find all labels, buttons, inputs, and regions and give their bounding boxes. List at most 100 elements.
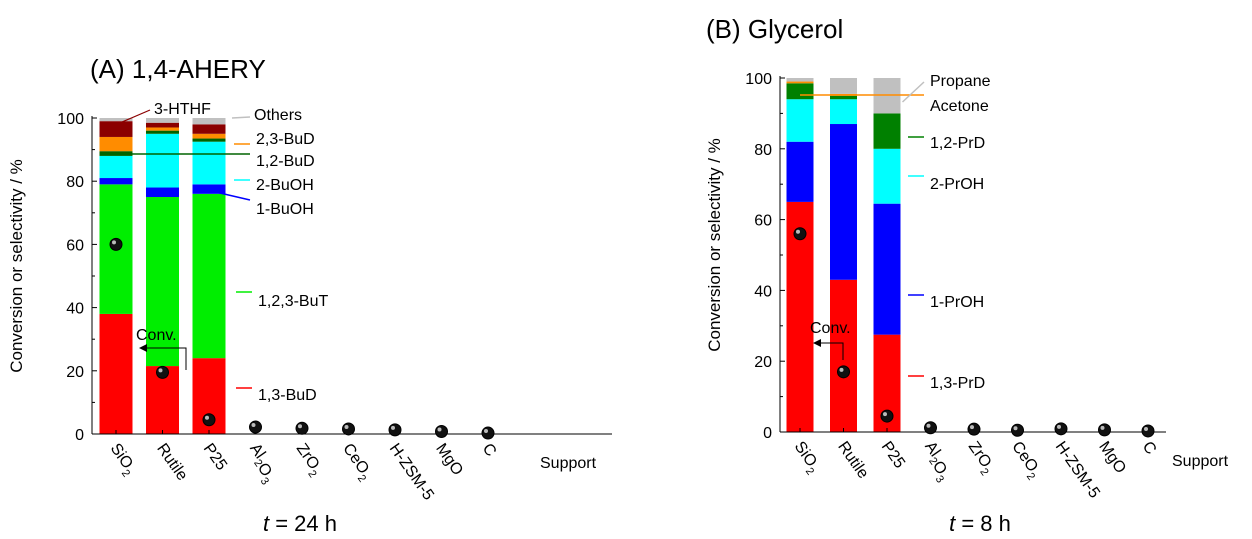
x-category-label-part: P25 [200,441,230,474]
legend-label-acetone: Acetone [930,98,989,115]
bar-segment-2-proh [830,99,857,125]
bar-segment-2-3-bud [99,136,133,152]
legend-label-1-3-prd: 1,3-PrD [930,375,985,392]
bar-segment-1-3-bud [99,313,133,434]
x-axis-end-label: Support [540,455,597,472]
x-category-label-part: Rutile [153,441,190,484]
y-tick-label: 40 [754,283,772,300]
x-category-label-part: ZrO [965,439,995,471]
conversion-point [156,365,169,379]
y-axis-label: Conversion or selectivity / % [7,159,26,373]
panel-title: (A) 1,4-AHERY [90,54,266,84]
conversion-point-highlight [391,425,395,430]
bar-segment-2-3-bud [146,127,179,131]
bar-segment-2-buoh [99,155,133,179]
conversion-point [249,420,262,434]
x-category-label-subscript: 3 [933,473,946,485]
panel-a-chart: (A) 1,4-AHERY Conversion or selectivity /… [7,54,612,536]
x-category-label: SiO2 [787,439,823,478]
bar-segment-propane [830,78,857,94]
x-category-label-part: P25 [878,439,908,472]
y-tick-label: 40 [66,301,84,318]
x-category-label-subscript: 2 [251,457,264,469]
conversion-point [880,409,894,423]
conversion-arrowhead [139,344,147,352]
x-axis-end-label: Support [1172,453,1229,470]
conversion-point [435,424,448,438]
legend-label-1-buoh: 1-BuOH [256,201,314,218]
y-tick-label: 0 [763,425,772,442]
x-category-label-subscript: 2 [355,473,368,485]
conversion-point-highlight [112,240,116,245]
x-category-label: Rutile [834,439,871,482]
x-category-label: CeO2 [1005,439,1045,483]
x-category-label: P25 [878,439,908,472]
conversion-point [924,421,937,435]
conversion-point [837,365,850,379]
x-category-label: CeO2 [336,441,376,485]
x-category-label: C [1139,439,1160,458]
x-category-label-part: C [479,441,500,460]
bar-segment-2-proh [786,99,814,142]
conversion-label: Conv. [810,320,851,337]
conversion-arrow-line [145,347,187,370]
legend-label-1-2-prd: 1,2-PrD [930,135,985,152]
x-category-label-subscript: 2 [1024,471,1037,483]
conversion-point [295,421,309,435]
conversion-point [481,426,495,440]
legend-label-3-hthf: 3-HTHF [154,101,211,118]
panel-b-chart: (B) Glycerol Conversion or selectivity / … [705,14,1229,536]
bar-segment-1-proh [786,141,814,202]
x-category-label-part: ZrO [293,441,323,473]
bar-segment-1-2-bud [192,138,226,142]
x-category-label-part: H-ZSM-5 [386,441,437,504]
bar-segment-1-2-3-but [146,197,179,367]
x-axis-label: t = 24 h [263,511,337,536]
conversion-point-highlight [1057,424,1061,429]
conversion-point-highlight [298,424,302,429]
bar-segment-1-proh [873,203,901,335]
bar-segment-1-2-3-but [192,193,226,359]
conversion-point [109,237,123,251]
bar-segment-3-hthf [192,124,226,134]
x-category-label: Al2O3 [914,439,958,486]
conversion-point [388,423,402,437]
conversion-point-highlight [1013,426,1018,431]
x-category-label: Al2O3 [239,441,283,488]
x-category-label-subscript: 2 [977,466,990,478]
x-category-label-part: SiO [107,441,136,473]
leader-line-3-hthf [121,109,151,123]
conversion-point-highlight [251,423,256,428]
conversion-point-highlight [970,425,974,430]
y-tick-label: 100 [57,111,84,128]
y-tick-label: 80 [66,174,84,191]
x-category-label-part: Rutile [834,439,871,482]
legend-label-2-buoh: 2-BuOH [256,177,314,194]
conversion-point-highlight [344,424,349,429]
panel-title: (B) Glycerol [706,14,843,44]
conversion-point-highlight [796,229,800,234]
conversion-label: Conv. [136,327,177,344]
leader-line-others [231,116,251,119]
bar-segment-1-2-prd [786,83,814,100]
x-axis-label-value: = 24 h [269,511,337,536]
legend-label-others: Others [254,107,302,124]
bar-segment-others [146,118,179,123]
x-category-label-part: SiO [791,439,820,471]
conversion-arrowhead [813,339,821,347]
x-category-label: SiO2 [103,441,139,480]
x-category-label-part: CeO [1008,439,1041,476]
bar-segment-1-buoh [192,184,226,194]
y-tick-label: 20 [754,354,772,371]
x-category-label-part: CeO [339,441,372,478]
y-tick-label: 20 [66,364,84,381]
bar-segment-1-2-bud [146,130,179,134]
x-axis-label: t = 8 h [949,511,1011,536]
conversion-point-highlight [839,367,844,372]
conversion-point-highlight [484,429,488,434]
bar-segment-1-buoh [146,187,179,197]
bar-segment-others [192,118,226,125]
x-category-label-part: C [1139,439,1160,458]
bar-segment-2-proh [873,148,901,204]
